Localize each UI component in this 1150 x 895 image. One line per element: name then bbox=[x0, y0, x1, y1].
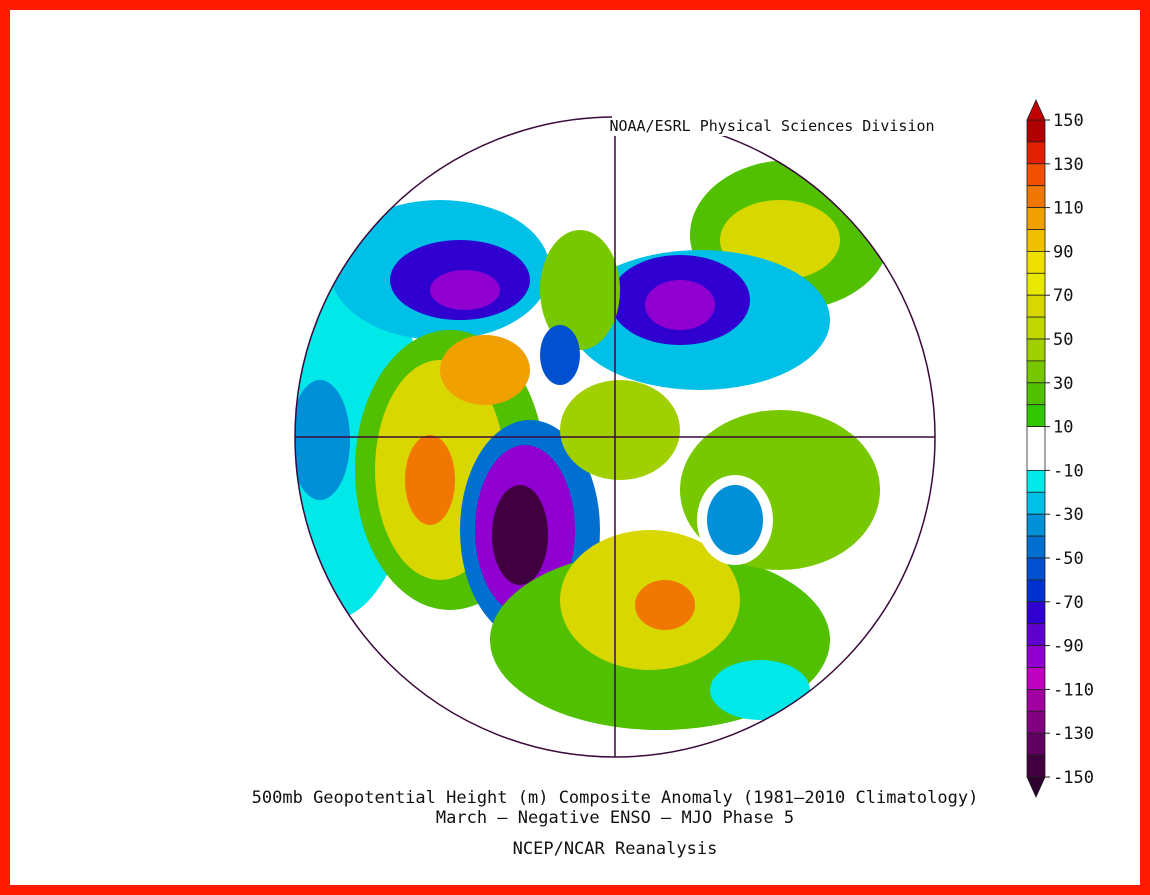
colorbar-band bbox=[1026, 316, 1046, 340]
title: 500mb Geopotential Height (m) Composite … bbox=[252, 788, 979, 808]
colorbar-band bbox=[1026, 732, 1046, 756]
colorbar-tick-label: 130 bbox=[1053, 155, 1084, 175]
colorbar-tick-label: -110 bbox=[1053, 680, 1094, 700]
colorbar-tick-label: 30 bbox=[1053, 374, 1073, 394]
colorbar-band bbox=[1026, 404, 1046, 428]
map bbox=[295, 117, 935, 757]
anomaly-region bbox=[635, 580, 695, 630]
anomaly-region bbox=[707, 485, 763, 555]
colorbar-tick-label: 50 bbox=[1053, 330, 1073, 350]
footer: NCEP/NCAR Reanalysis bbox=[513, 839, 718, 859]
anomaly-region bbox=[405, 435, 455, 525]
colorbar-band bbox=[1026, 689, 1046, 712]
anomaly-region bbox=[540, 325, 580, 385]
colorbar-band bbox=[1026, 579, 1046, 603]
colorbar-band bbox=[1026, 535, 1046, 559]
colorbar-tick-label: -150 bbox=[1053, 768, 1094, 788]
source-label: NOAA/ESRL Physical Sciences Division bbox=[609, 117, 934, 135]
colorbar-band bbox=[1026, 119, 1046, 143]
colorbar-under-arrow bbox=[1026, 776, 1046, 798]
colorbar-tick-label: -30 bbox=[1053, 505, 1084, 525]
colorbar-band bbox=[1026, 426, 1046, 471]
colorbar-band bbox=[1026, 250, 1046, 274]
anomaly-region bbox=[645, 280, 715, 330]
colorbar-band bbox=[1026, 623, 1046, 647]
colorbar-band bbox=[1026, 360, 1046, 384]
colorbar-band bbox=[1026, 469, 1046, 493]
colorbar-tick-label: -50 bbox=[1053, 549, 1084, 569]
colorbar-band bbox=[1026, 229, 1046, 252]
colorbar-tick-label: -70 bbox=[1053, 593, 1084, 613]
colorbar-band bbox=[1026, 141, 1046, 165]
colorbar-over-arrow bbox=[1026, 99, 1046, 121]
colorbar-band bbox=[1026, 382, 1046, 406]
figure: NOAA/ESRL Physical Sciences Division 500… bbox=[252, 99, 1094, 859]
colorbar-band bbox=[1026, 338, 1046, 362]
label-background bbox=[612, 116, 932, 136]
colorbar-band bbox=[1026, 294, 1046, 318]
anomaly-region bbox=[710, 660, 810, 720]
anomaly-region bbox=[492, 485, 548, 585]
colorbar-band bbox=[1026, 710, 1046, 734]
colorbar-tick-label: -10 bbox=[1053, 461, 1084, 481]
colorbar-tick-label: 150 bbox=[1053, 111, 1084, 131]
colorbar-band bbox=[1026, 513, 1046, 537]
colorbar-band bbox=[1026, 207, 1046, 230]
anomaly-region bbox=[440, 335, 530, 405]
colorbar-band bbox=[1026, 272, 1046, 296]
colorbar-band bbox=[1026, 491, 1046, 515]
colorbar-tick-label: 10 bbox=[1053, 418, 1073, 438]
colorbar-band bbox=[1026, 645, 1046, 668]
colorbar: 150 130 110 90 70 50 30 10 -10 -30 -50 -70 -90 -110 -1… bbox=[1026, 99, 1094, 798]
colorbar-tick-label: 110 bbox=[1053, 199, 1084, 219]
colorbar-band bbox=[1026, 163, 1046, 187]
colorbar-band bbox=[1026, 557, 1046, 581]
anomaly-region bbox=[430, 270, 500, 310]
colorbar-band bbox=[1026, 185, 1046, 208]
anomaly-region bbox=[540, 230, 620, 350]
subtitle: March – Negative ENSO – MJO Phase 5 bbox=[436, 808, 794, 828]
colorbar-band bbox=[1026, 667, 1046, 690]
colorbar-tick-label: 70 bbox=[1053, 286, 1073, 306]
colorbar-tick-label: 90 bbox=[1053, 242, 1073, 262]
colorbar-band bbox=[1026, 754, 1046, 778]
colorbar-band bbox=[1026, 601, 1046, 625]
anomaly-region bbox=[560, 380, 680, 480]
colorbar-tick-label: -130 bbox=[1053, 724, 1094, 744]
anomaly-region bbox=[295, 380, 350, 500]
colorbar-tick-label: -90 bbox=[1053, 637, 1084, 657]
